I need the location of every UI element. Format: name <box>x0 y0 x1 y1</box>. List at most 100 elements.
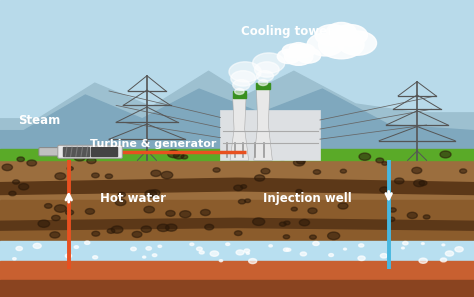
Circle shape <box>13 180 19 184</box>
Circle shape <box>38 220 50 227</box>
Circle shape <box>244 249 250 252</box>
Circle shape <box>249 259 257 264</box>
Circle shape <box>181 155 188 159</box>
Circle shape <box>328 232 340 240</box>
Circle shape <box>67 167 73 170</box>
Circle shape <box>253 53 285 73</box>
Circle shape <box>17 157 25 162</box>
Text: Turbine & generator: Turbine & generator <box>90 139 217 149</box>
Text: Injection well: Injection well <box>263 192 352 206</box>
FancyBboxPatch shape <box>58 145 122 158</box>
Circle shape <box>197 247 202 251</box>
Circle shape <box>199 251 204 254</box>
Circle shape <box>131 247 137 251</box>
Circle shape <box>440 258 447 262</box>
Circle shape <box>246 252 249 254</box>
Circle shape <box>255 62 279 77</box>
Circle shape <box>414 180 425 187</box>
Circle shape <box>269 245 273 247</box>
FancyBboxPatch shape <box>39 148 60 156</box>
Circle shape <box>256 71 273 81</box>
Circle shape <box>310 235 316 239</box>
Circle shape <box>234 185 243 191</box>
Circle shape <box>282 44 304 57</box>
Circle shape <box>442 244 445 246</box>
Circle shape <box>74 246 79 248</box>
Circle shape <box>151 170 161 176</box>
Circle shape <box>419 258 427 263</box>
Circle shape <box>291 207 297 211</box>
Circle shape <box>401 247 404 249</box>
Circle shape <box>319 30 364 59</box>
Circle shape <box>308 208 317 214</box>
Bar <box>0 200 474 241</box>
Circle shape <box>228 150 236 155</box>
Polygon shape <box>0 89 474 160</box>
Circle shape <box>118 192 126 197</box>
Circle shape <box>201 209 210 216</box>
Circle shape <box>2 164 12 170</box>
Circle shape <box>226 243 230 246</box>
Bar <box>233 91 246 98</box>
Circle shape <box>277 49 300 64</box>
Circle shape <box>92 231 100 236</box>
Text: Steam: Steam <box>18 114 60 127</box>
Bar <box>0 160 474 199</box>
Circle shape <box>412 167 422 173</box>
Polygon shape <box>0 71 474 160</box>
Circle shape <box>307 33 344 56</box>
Circle shape <box>166 211 175 216</box>
Circle shape <box>460 169 467 173</box>
Circle shape <box>55 205 66 212</box>
Circle shape <box>380 187 389 193</box>
Circle shape <box>327 23 356 41</box>
Bar <box>91 147 117 156</box>
Circle shape <box>157 224 169 232</box>
Circle shape <box>338 203 348 209</box>
Bar <box>63 147 89 156</box>
Circle shape <box>111 226 123 233</box>
Circle shape <box>283 248 289 251</box>
Circle shape <box>145 190 156 198</box>
Bar <box>0 280 474 297</box>
Circle shape <box>105 174 112 178</box>
Circle shape <box>235 231 242 236</box>
Circle shape <box>13 258 16 260</box>
Circle shape <box>115 199 126 206</box>
Circle shape <box>213 168 220 172</box>
Circle shape <box>394 178 404 184</box>
Circle shape <box>423 215 430 219</box>
Circle shape <box>233 80 250 90</box>
Circle shape <box>144 206 155 213</box>
Circle shape <box>173 152 184 159</box>
Circle shape <box>16 247 22 251</box>
Bar <box>0 148 474 160</box>
Polygon shape <box>230 98 249 160</box>
Circle shape <box>279 156 286 160</box>
Circle shape <box>253 218 265 225</box>
Circle shape <box>376 158 384 163</box>
Circle shape <box>158 245 162 247</box>
Circle shape <box>297 48 320 63</box>
Circle shape <box>297 158 305 164</box>
Circle shape <box>313 170 320 174</box>
Circle shape <box>284 221 290 225</box>
Circle shape <box>455 247 463 252</box>
Circle shape <box>52 215 60 221</box>
Circle shape <box>168 150 180 158</box>
Circle shape <box>132 231 142 238</box>
Circle shape <box>50 232 60 238</box>
Circle shape <box>241 185 246 189</box>
Circle shape <box>344 248 346 250</box>
Circle shape <box>74 154 85 161</box>
Circle shape <box>255 175 264 181</box>
Circle shape <box>440 151 451 158</box>
Circle shape <box>340 169 346 173</box>
Circle shape <box>93 256 98 259</box>
Circle shape <box>403 241 408 245</box>
Circle shape <box>300 252 307 256</box>
Bar <box>256 83 270 89</box>
Circle shape <box>296 189 302 193</box>
Polygon shape <box>254 89 273 160</box>
Circle shape <box>150 190 160 196</box>
